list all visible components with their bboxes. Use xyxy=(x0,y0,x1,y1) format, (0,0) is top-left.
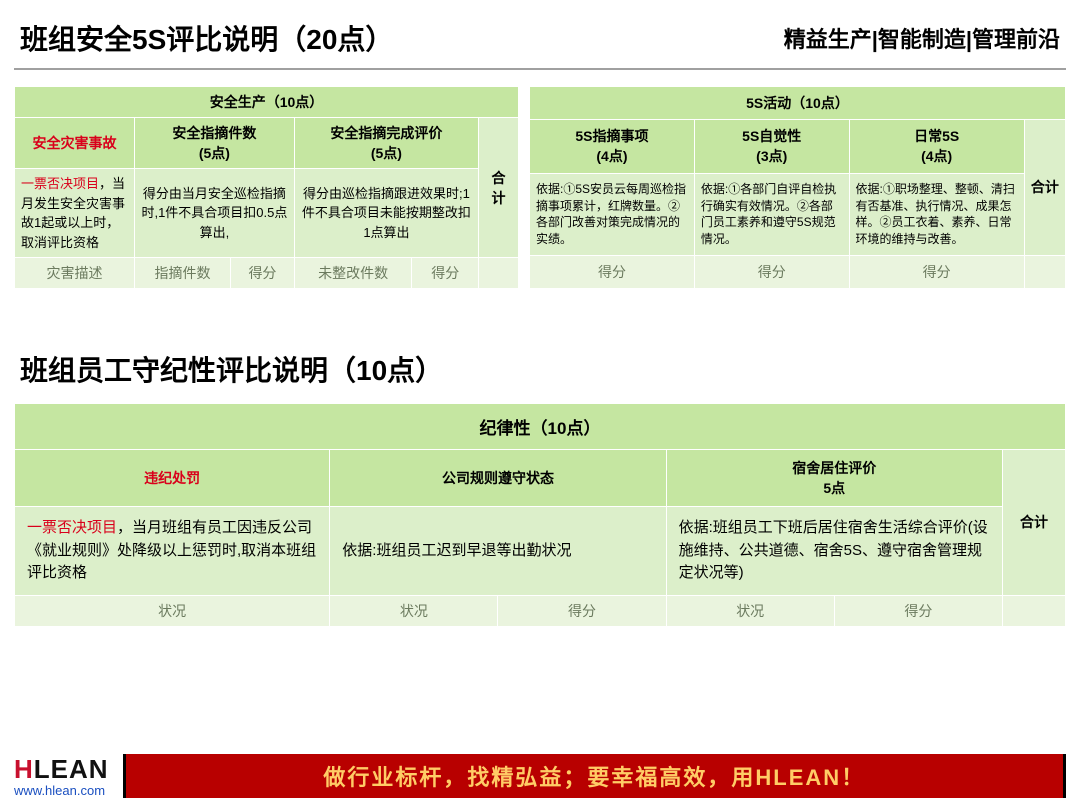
t1a-f1: 灾害描述 xyxy=(15,258,135,289)
t1b-f3: 得分 xyxy=(849,256,1024,289)
fives-activity-table: 5S活动（10点） 5S指摘事项 (4点) 5S自觉性 (3点) 日常5S (4… xyxy=(529,86,1066,289)
t1a-heji: 合计 xyxy=(479,118,519,258)
t1a-top: 安全生产（10点） xyxy=(15,87,519,118)
t1b-c1h: 5S指摘事项 (4点) xyxy=(530,119,695,173)
t1a-c2b: 得分由当月安全巡检指摘时,1件不具合项目扣0.5点算出, xyxy=(135,169,295,258)
veto-label: 一票否决项目 xyxy=(21,176,99,191)
section2-title: 班组员工守纪性评比说明（10点） xyxy=(0,289,1080,403)
t2-heji: 合计 xyxy=(1002,450,1065,596)
t1a-f6 xyxy=(479,258,519,289)
header-row: 班组安全5S评比说明（20点） 精益生产|智能制造|管理前沿 xyxy=(0,0,1080,68)
t2-f3: 得分 xyxy=(498,595,666,626)
t2-f6 xyxy=(1002,595,1065,626)
tables-row-1: 安全生产（10点） 安全灾害事故 安全指摘件数 (5点) 安全指摘完成评价 (5… xyxy=(0,86,1080,289)
footer: HLEAN www.hlean.com 做行业标杆，找精弘益；要幸福高效，用HL… xyxy=(14,754,1066,798)
t1a-f2: 指摘件数 xyxy=(135,258,231,289)
site-url[interactable]: www.hlean.com xyxy=(14,783,109,798)
logo-h: H xyxy=(14,754,34,784)
t2-c2b: 依据:班组员工迟到早退等出勤状况 xyxy=(330,507,666,596)
t1b-c2h: 5S自觉性 (3点) xyxy=(694,119,849,173)
t2-c3b: 依据:班组员工下班后居住宿舍生活综合评价(设施维持、公共道德、宿舍5S、遵守宿舍… xyxy=(666,507,1002,596)
t2-f1: 状况 xyxy=(15,595,330,626)
t1a-c2h: 安全指摘件数 (5点) xyxy=(135,118,295,169)
slogan-bar: 做行业标杆，找精弘益；要幸福高效，用HLEAN！ xyxy=(123,754,1066,798)
t1b-c3b: 依据:①职场整理、整顿、清扫有否基准、执行情况、成果怎样。②员工衣着、素养、日常… xyxy=(849,173,1024,256)
discipline-table: 纪律性（10点） 违纪处罚 公司规则遵守状态 宿舍居住评价 5点 合计 一票否决… xyxy=(14,403,1066,627)
t2-f4: 状况 xyxy=(666,595,834,626)
t1a-c1h: 安全灾害事故 xyxy=(15,118,135,169)
t1a-c3h: 安全指摘完成评价 (5点) xyxy=(294,118,478,169)
veto-label-2: 一票否决项目 xyxy=(27,519,117,536)
t2-top: 纪律性（10点） xyxy=(15,404,1066,450)
t1a-f4: 未整改件数 xyxy=(294,258,412,289)
t1b-f2: 得分 xyxy=(694,256,849,289)
logo-block: HLEAN www.hlean.com xyxy=(14,754,109,798)
t2-f2: 状况 xyxy=(330,595,498,626)
t1b-c3h: 日常5S (4点) xyxy=(849,119,1024,173)
t1b-top: 5S活动（10点） xyxy=(530,87,1066,120)
t1a-c1b: 一票否决项目，当月发生安全灾害事故1起或以上时，取消评比资格 xyxy=(15,169,135,258)
t1a-c3b: 得分由巡检指摘跟进效果时;1件不具合项目未能按期整改扣1点算出 xyxy=(294,169,478,258)
t2-c1h: 违纪处罚 xyxy=(15,450,330,507)
t2-f5: 得分 xyxy=(834,595,1002,626)
t2-c1b: 一票否决项目，当月班组有员工因违反公司《就业规则》处降级以上惩罚时,取消本班组评… xyxy=(15,507,330,596)
t1b-heji: 合计 xyxy=(1024,119,1065,255)
t1a-f5: 得分 xyxy=(412,258,479,289)
t1a-f3: 得分 xyxy=(231,258,295,289)
logo: HLEAN xyxy=(14,754,109,785)
t2-c2h: 公司规则遵守状态 xyxy=(330,450,666,507)
divider xyxy=(14,68,1066,70)
page-title: 班组安全5S评比说明（20点） xyxy=(20,18,393,58)
logo-lean: LEAN xyxy=(34,754,109,784)
safety-production-table: 安全生产（10点） 安全灾害事故 安全指摘件数 (5点) 安全指摘完成评价 (5… xyxy=(14,86,519,289)
t1b-c1b: 依据:①5S安员云每周巡检指摘事项累计，红牌数量。②各部门改善对策完成情况的实绩… xyxy=(530,173,695,256)
t2-c3h: 宿舍居住评价 5点 xyxy=(666,450,1002,507)
t1b-f1: 得分 xyxy=(530,256,695,289)
tables-row-2: 纪律性（10点） 违纪处罚 公司规则遵守状态 宿舍居住评价 5点 合计 一票否决… xyxy=(0,403,1080,627)
header-subtitle: 精益生产|智能制造|管理前沿 xyxy=(784,22,1060,54)
t1b-c2b: 依据:①各部门自评自检执行确实有效情况。②各部门员工素养和遵守5S规范情况。 xyxy=(694,173,849,256)
t1b-f4 xyxy=(1024,256,1065,289)
